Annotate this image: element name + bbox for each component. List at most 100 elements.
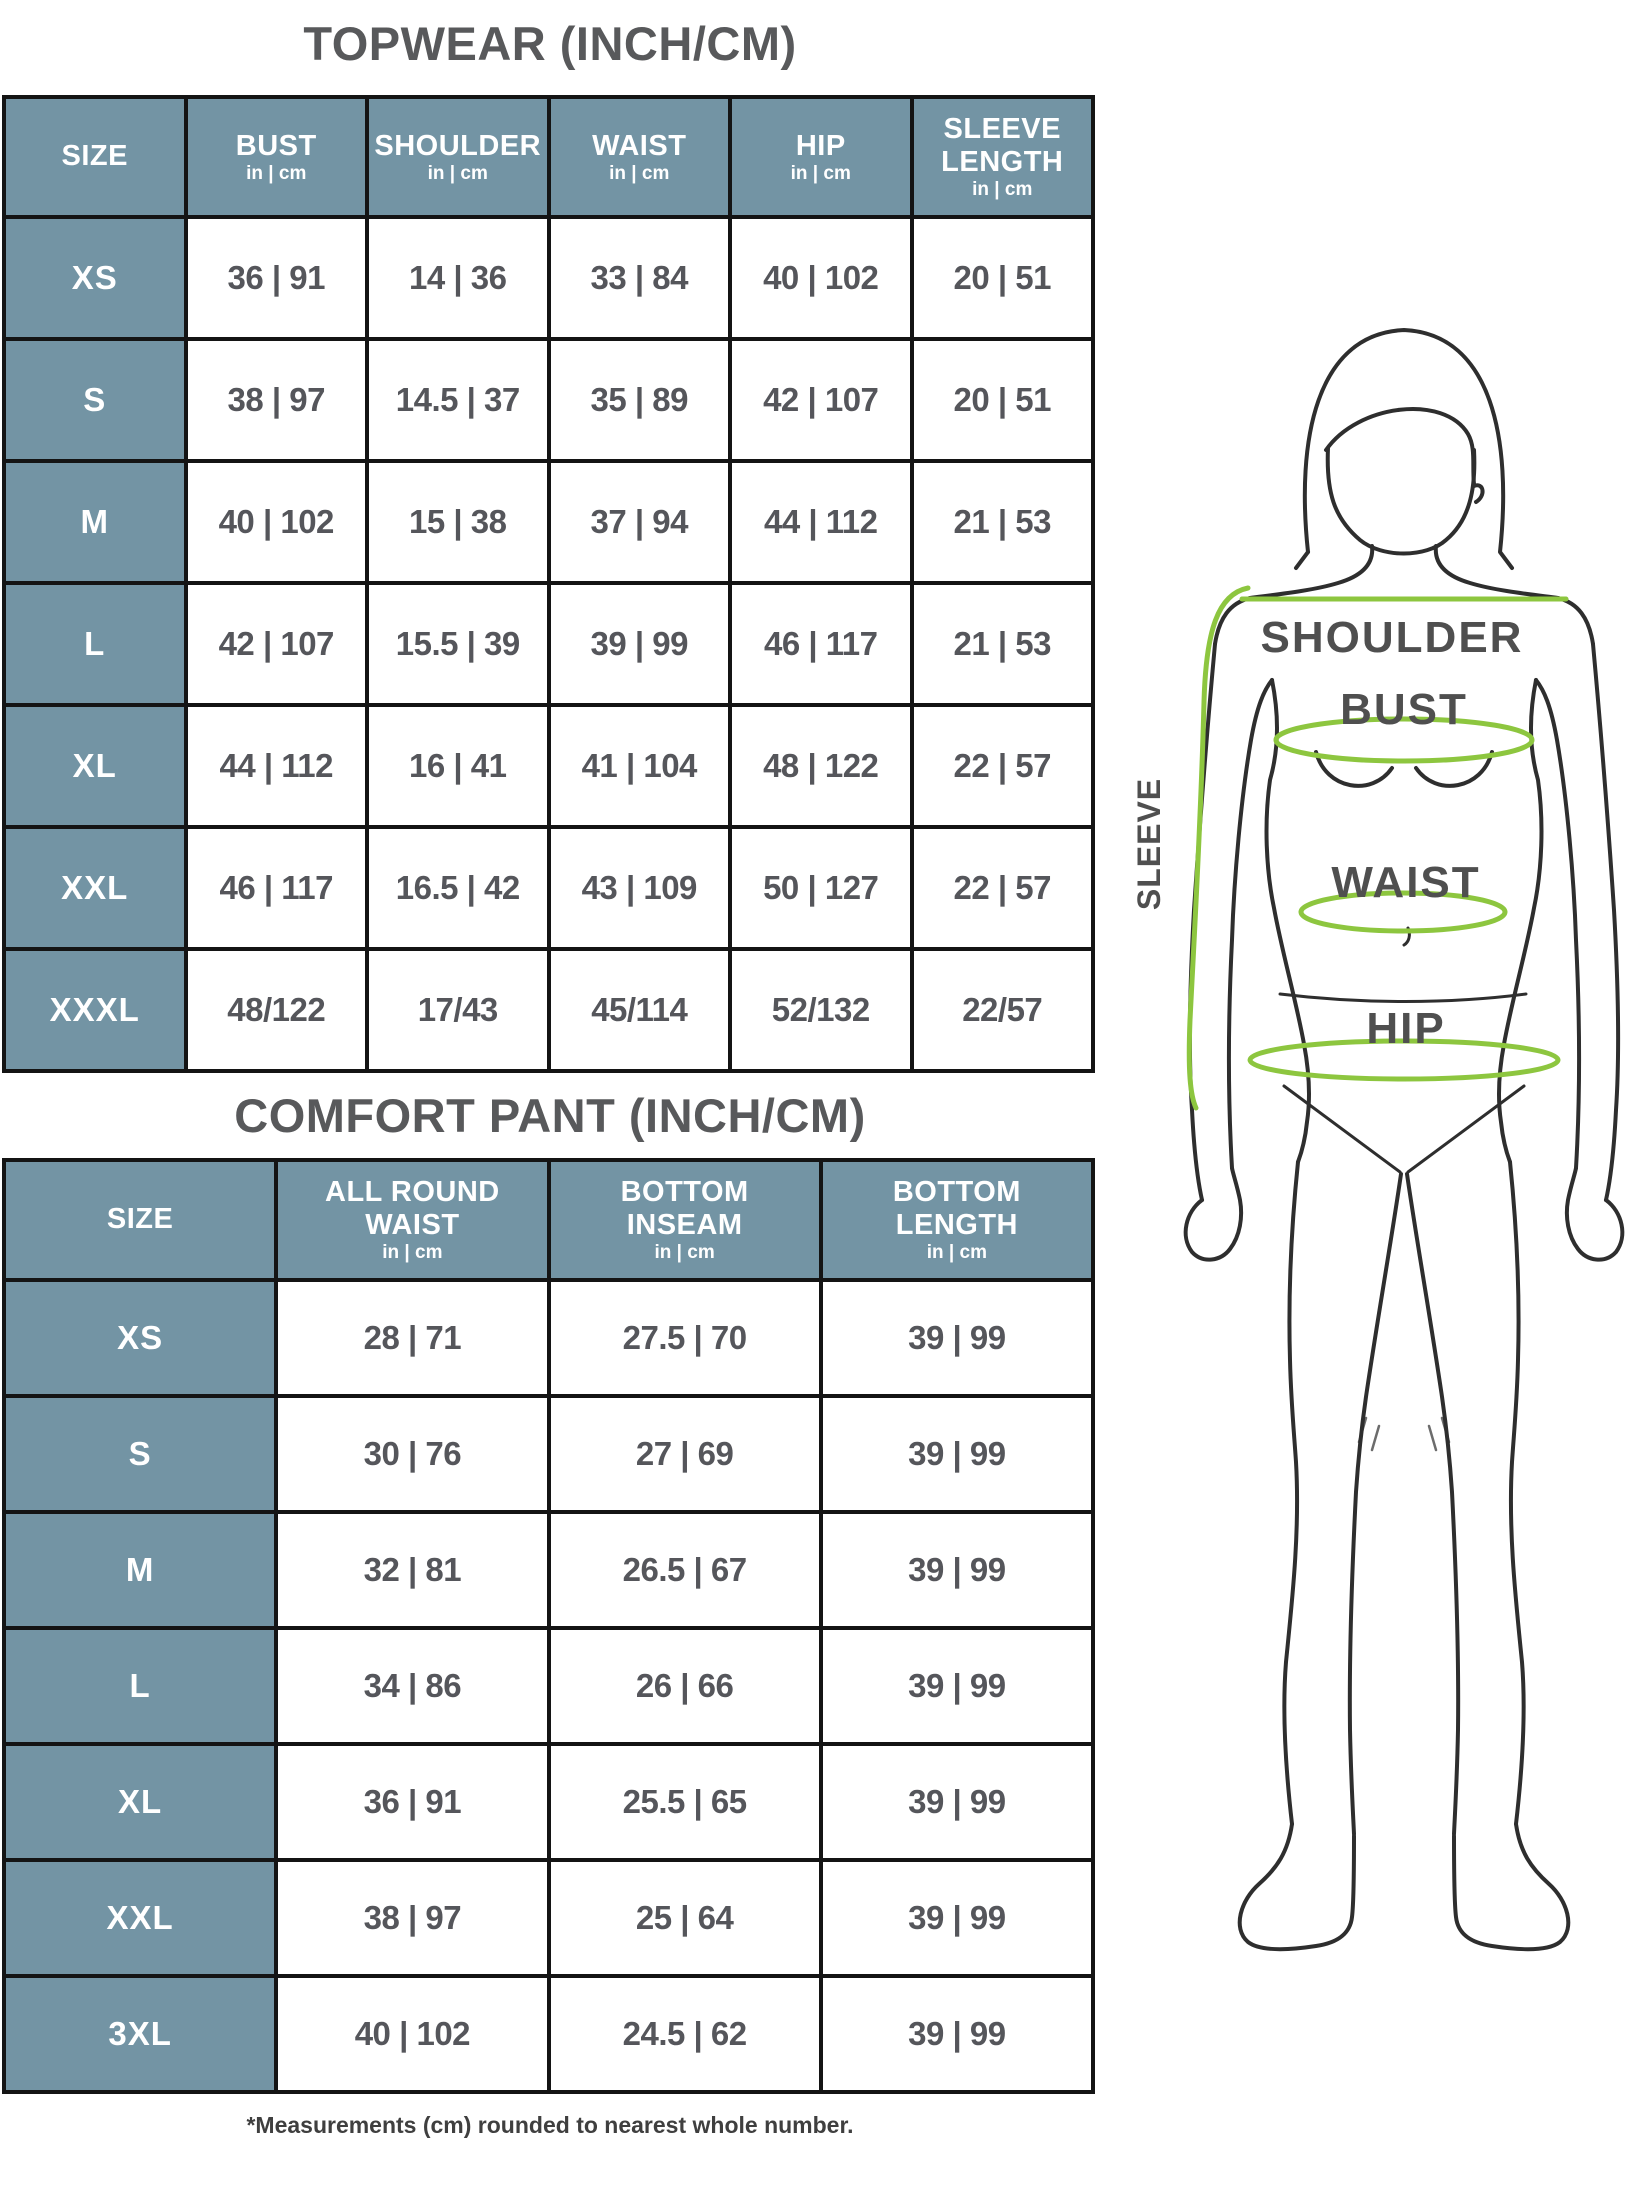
value-cell: 14.5 | 37 — [369, 341, 547, 459]
waist-measure-line — [1298, 890, 1508, 934]
unit-label: in | cm — [654, 1242, 715, 1264]
topwear-title: TOPWEAR (INCH/CM) — [303, 17, 797, 70]
value-cell: 48/122 — [187, 951, 365, 1069]
bust-curve-right — [1414, 750, 1494, 788]
column-label: WAIST — [592, 129, 687, 162]
right-leg-inner — [1405, 1172, 1461, 1836]
shoulder-right — [1556, 596, 1595, 646]
size-cell: XXL — [6, 829, 184, 947]
column-label: SLEEVE LENGTH — [941, 113, 1064, 179]
value-cell: 34 | 86 — [278, 1630, 547, 1742]
value-cell: 43 | 109 — [550, 829, 728, 947]
unit-label: in | cm — [382, 1242, 443, 1264]
face-outline — [1325, 446, 1477, 556]
bust-measure-line — [1273, 716, 1535, 764]
value-cell: 24.5 | 62 — [550, 1978, 819, 2090]
value-cell: 22/57 — [913, 951, 1091, 1069]
value-cell: 52/132 — [732, 951, 910, 1069]
value-cell: 44 | 112 — [732, 463, 910, 581]
column-label: SIZE — [61, 140, 128, 173]
body-figure-svg: SHOULDER BUST WAIST HIP SLEEVE — [1131, 328, 1625, 1952]
value-cell: 39 | 99 — [822, 1514, 1091, 1626]
unit-label: in | cm — [427, 162, 488, 184]
comfort-pant-table: SIZE ALL ROUND WAIST in | cm BOTTOM INSEA… — [2, 1158, 1095, 2094]
value-cell: 39 | 99 — [822, 1746, 1091, 1858]
unit-label: in | cm — [609, 162, 670, 184]
size-cell: XXXL — [6, 951, 184, 1069]
unit-label: in | cm — [790, 162, 851, 184]
size-cell: M — [6, 1514, 275, 1626]
value-cell: 37 | 94 — [550, 463, 728, 581]
value-cell: 39 | 99 — [822, 1630, 1091, 1742]
pant-header-all-round-waist: ALL ROUND WAIST in | cm — [278, 1162, 547, 1278]
value-cell: 20 | 51 — [913, 219, 1091, 337]
column-label: SIZE — [106, 1203, 174, 1236]
left-hand — [1183, 1166, 1244, 1262]
value-cell: 15.5 | 39 — [369, 585, 547, 703]
right-leg-outer — [1508, 1160, 1526, 1826]
briefs-left — [1282, 1084, 1402, 1174]
size-cell: L — [6, 585, 184, 703]
column-label: BUST — [235, 129, 317, 162]
pant-header-bottom-inseam: BOTTOM INSEAM in | cm — [550, 1162, 819, 1278]
size-cell: XS — [6, 219, 184, 337]
sleeve-measure-line — [1186, 585, 1251, 1111]
value-cell: 46 | 117 — [732, 585, 910, 703]
torso-left — [1264, 678, 1311, 1164]
value-cell: 46 | 117 — [187, 829, 365, 947]
unit-label: in | cm — [246, 162, 307, 184]
value-cell: 27 | 69 — [550, 1398, 819, 1510]
value-cell: 32 | 81 — [278, 1514, 547, 1626]
size-cell: S — [6, 1398, 275, 1510]
value-cell: 36 | 91 — [278, 1746, 547, 1858]
value-cell: 39 | 99 — [550, 585, 728, 703]
measurement-footnote: *Measurements (cm) rounded to nearest wh… — [246, 2112, 854, 2138]
value-cell: 39 | 99 — [822, 1398, 1091, 1510]
right-hand — [1564, 1166, 1625, 1262]
size-cell: L — [6, 1630, 275, 1742]
right-arm-inner — [1534, 678, 1581, 1170]
hair-fringe — [1324, 407, 1476, 486]
value-cell: 22 | 57 — [913, 707, 1091, 825]
topwear-header-waist: WAIST in | cm — [550, 99, 728, 215]
size-cell: XXL — [6, 1862, 275, 1974]
column-label: ALL ROUND WAIST — [325, 1176, 500, 1242]
body-outline — [1183, 328, 1625, 1952]
topwear-header-hip: HIP in | cm — [732, 99, 910, 215]
neck-right — [1433, 544, 1560, 600]
size-cell: XS — [6, 1282, 275, 1394]
size-cell: XL — [6, 707, 184, 825]
value-cell: 20 | 51 — [913, 341, 1091, 459]
value-cell: 42 | 107 — [732, 341, 910, 459]
shoulder-label: SHOULDER — [1261, 613, 1524, 662]
value-cell: 14 | 36 — [369, 219, 547, 337]
value-cell: 48 | 122 — [732, 707, 910, 825]
size-cell: M — [6, 463, 184, 581]
hair-tip-left — [1294, 550, 1310, 570]
value-cell: 45/114 — [550, 951, 728, 1069]
sleeve-label: SLEEVE — [1131, 778, 1167, 910]
value-cell: 35 | 89 — [550, 341, 728, 459]
value-cell: 39 | 99 — [822, 1282, 1091, 1394]
value-cell: 16.5 | 42 — [369, 829, 547, 947]
value-cell: 42 | 107 — [187, 585, 365, 703]
size-cell: 3XL — [6, 1978, 275, 2090]
value-cell: 44 | 112 — [187, 707, 365, 825]
value-cell: 36 | 91 — [187, 219, 365, 337]
waist-label: WAIST — [1331, 858, 1480, 907]
column-label: BOTTOM LENGTH — [892, 1176, 1021, 1242]
hip-label: HIP — [1366, 1004, 1445, 1053]
figure-labels: SHOULDER BUST WAIST HIP SLEEVE — [1131, 613, 1524, 1053]
body-measurement-diagram: SHOULDER BUST WAIST HIP SLEEVE — [1120, 300, 1652, 1960]
value-cell: 50 | 127 — [732, 829, 910, 947]
value-cell: 21 | 53 — [913, 585, 1091, 703]
topwear-header-size: SIZE — [6, 99, 184, 215]
size-cell: S — [6, 341, 184, 459]
value-cell: 40 | 102 — [732, 219, 910, 337]
value-cell: 25 | 64 — [550, 1862, 819, 1974]
value-cell: 22 | 57 — [913, 829, 1091, 947]
topwear-table: SIZE BUST in | cm SHOULDER in | cm WAIST in… — [2, 95, 1095, 1073]
unit-label: in | cm — [926, 1242, 987, 1264]
value-cell: 16 | 41 — [369, 707, 547, 825]
